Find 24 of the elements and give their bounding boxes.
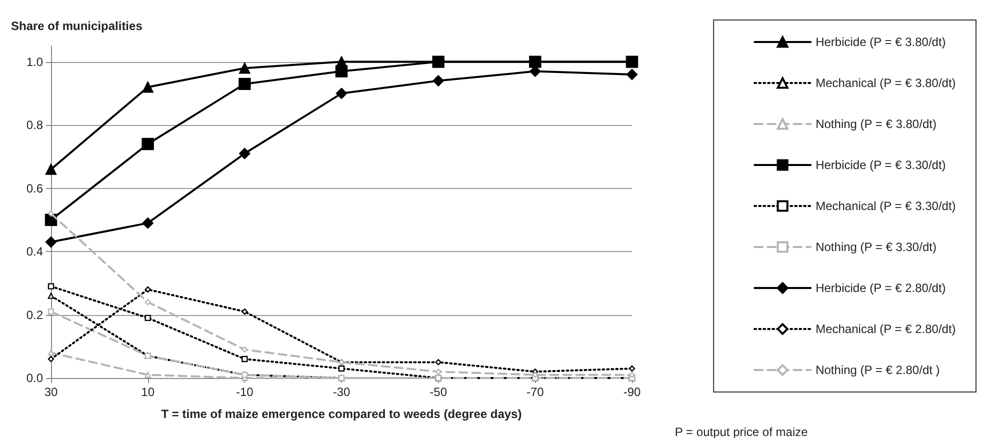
x-tick-label: 10 [141,385,155,399]
y-axis-title: Share of municipalities [11,19,143,33]
legend-label: Herbicide (P = € 2.80/dt) [816,281,946,295]
x-tick-label: -90 [623,385,641,399]
legend-label: Mechanical (P = € 2.80/dt) [816,322,956,336]
x-tick-label: -50 [430,385,448,399]
legend-label: Mechanical (P = € 3.80/dt) [816,76,956,90]
legend-label: Nothing (P = € 3.30/dt) [816,240,936,254]
legend-label: Herbicide (P = € 3.30/dt) [816,158,946,172]
y-tick-label: 0.8 [26,118,44,132]
x-tick-label: -10 [236,385,254,399]
y-tick-label: 0.4 [26,244,44,259]
x-tick-label: 30 [44,385,58,399]
legend-label: Nothing (P = € 3.80/dt) [816,117,936,131]
legend-label: Nothing (P = € 2.80/dt ) [816,363,940,377]
x-tick-label: -30 [332,385,350,399]
x-tick-label: -70 [526,385,544,399]
y-tick-label: 0.2 [26,308,44,322]
y-tick-label: 1.0 [26,54,44,69]
y-tick-label: 0.6 [26,181,44,196]
legend-label: Herbicide (P = € 3.80/dt) [816,35,946,49]
x-axis-title: T = time of maize emergence compared to weeds (degree days) [161,407,522,421]
y-tick-label: 0.0 [26,371,44,385]
legend-label: Mechanical (P = € 3.30/dt) [816,199,956,213]
